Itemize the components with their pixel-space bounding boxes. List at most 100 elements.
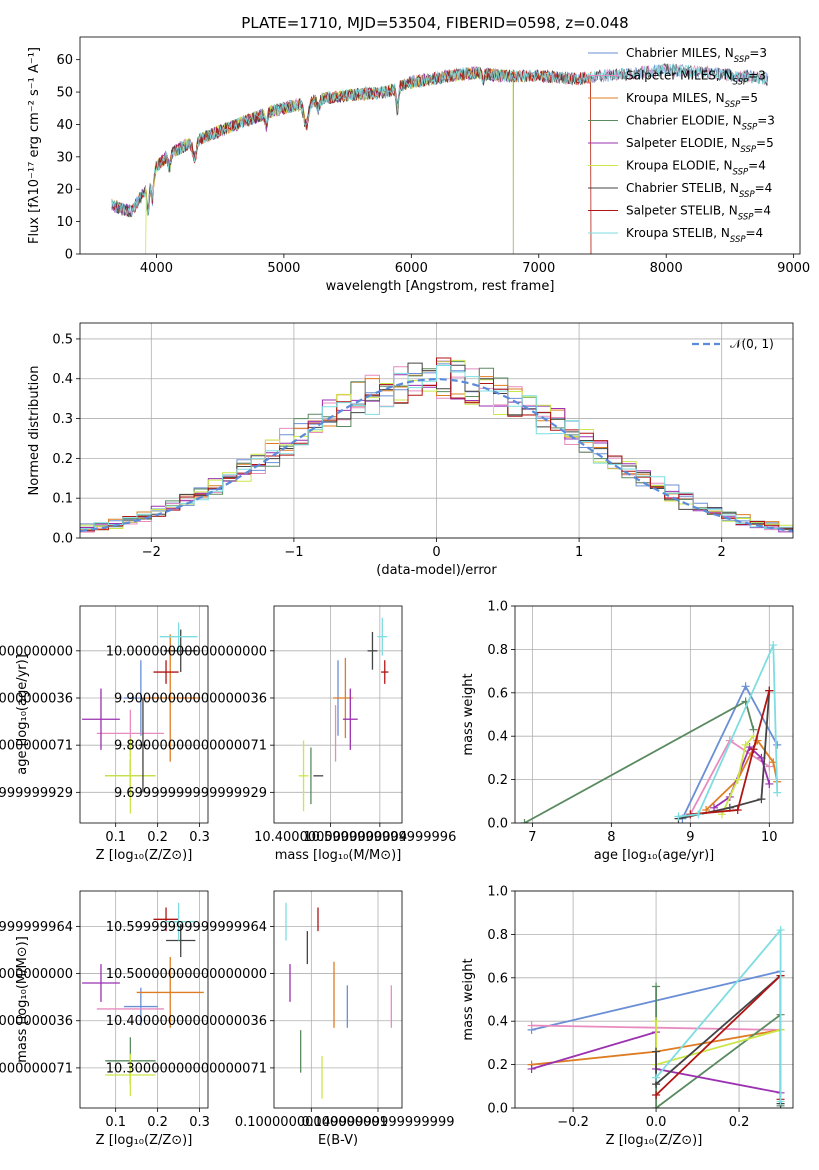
y-tick-label: 0.4 <box>487 730 508 745</box>
legend-subscript: SSP <box>730 235 746 245</box>
y-tick-label: 20 <box>56 183 73 198</box>
legend-count: =3 <box>749 46 767 60</box>
plot-area <box>82 902 204 1097</box>
x-axis-label: Z [log₁₀(Z/Z⊙)] <box>606 1133 703 1148</box>
data-point-marker <box>652 1090 661 1099</box>
x-tick-label: 9000 <box>777 261 810 276</box>
x-tick-label: 0.2 <box>729 1115 750 1130</box>
x-tick-label: 10.5999999999999996 <box>303 830 456 845</box>
y-tick-label: 1.0 <box>487 600 508 615</box>
data-point-marker <box>674 812 683 821</box>
plot-area <box>520 641 782 823</box>
data-point-marker <box>765 779 774 788</box>
data-point-marker <box>733 805 742 814</box>
axes-massweight_vs_age: 7 8 9 10 0.0 0.2 0.4 0.6 0.8 1.0 age [log₁₀(age/yr… <box>461 600 794 863</box>
y-tick-label: 0.2 <box>487 773 508 788</box>
legend-subscript: SSP <box>725 100 741 110</box>
data-point-marker <box>773 788 782 797</box>
y-axis-label: mass [log₁₀(M/M⊙)] <box>15 936 30 1063</box>
data-point-marker <box>776 1097 785 1106</box>
x-tick-label: 9 <box>686 830 694 845</box>
data-point-marker <box>741 740 750 749</box>
x-tick-label: 6000 <box>395 261 428 276</box>
y-tick-label: 10.40000000000000036 <box>106 1014 267 1029</box>
x-tick-label: 10.4000000000000004 <box>254 830 407 845</box>
x-tick-label: 8000 <box>650 261 683 276</box>
data-point-marker <box>773 740 782 749</box>
data-point-marker <box>765 762 774 771</box>
y-tick-label: 9.80000000000000071 <box>0 739 73 754</box>
y-tick-label: 0.2 <box>487 1058 508 1073</box>
y-tick-label: 40 <box>56 118 73 133</box>
series-line-kroupa-stelib <box>678 644 779 818</box>
axes-frame <box>514 605 794 824</box>
legend-count: =4 <box>753 204 771 218</box>
x-tick-label: −0.2 <box>557 1115 589 1130</box>
x-tick-label: 0.2 <box>147 830 168 845</box>
x-axis-label: mass [log₁₀(M/M⊙)] <box>275 848 402 863</box>
x-tick-label: 0.1 <box>105 830 126 845</box>
y-axis-label: Flux [fλ10⁻¹⁷ erg cm⁻² s⁻¹ A⁻¹] <box>27 47 42 244</box>
data-point-marker <box>694 810 703 819</box>
x-tick-label: 7000 <box>522 261 555 276</box>
legend-label: 𝒩(0, 1) <box>730 337 774 351</box>
y-axis-label: mass weight <box>461 673 476 755</box>
axes-age_vs_Z: 0.1 0.2 0.3 9.69999999999999929 9.8000000000… <box>0 605 210 863</box>
x-tick-label: 0 <box>432 545 440 560</box>
x-tick-label: 1 <box>575 545 583 560</box>
y-tick-label: 10.30000000000000071 <box>0 1061 73 1076</box>
legend-subscript: SSP <box>742 123 758 133</box>
figure-title: PLATE=1710, MJD=53504, FIBERID=0598, z=0… <box>241 14 628 32</box>
y-tick-label: 9.69999999999999929 <box>0 786 73 801</box>
legend-count: =3 <box>757 114 775 128</box>
x-tick-label: 4000 <box>140 261 173 276</box>
axes-frame <box>273 605 403 824</box>
x-tick-label: 10 <box>761 830 778 845</box>
x-axis-label: E(B-V) <box>318 1133 358 1148</box>
x-axis-label: (data-model)/error <box>376 563 497 578</box>
y-tick-label: 1.0 <box>487 885 508 900</box>
y-axis-label: mass weight <box>461 958 476 1040</box>
data-point-marker <box>652 1047 661 1056</box>
x-tick-label: 7 <box>528 830 536 845</box>
axes-frame <box>273 890 403 1109</box>
legend-count: =4 <box>746 226 764 240</box>
y-tick-label: 9.69999999999999929 <box>114 786 267 801</box>
spectrum-drop <box>145 189 147 254</box>
legend-count: =4 <box>748 159 766 173</box>
series-line-salpeter-stelib <box>690 690 771 816</box>
axes-mass_vs_Z: 0.1 0.2 0.3 10.30000000000000071 10.40000000… <box>0 890 210 1148</box>
x-tick-label: 2 <box>718 545 726 560</box>
data-point-marker <box>769 641 778 650</box>
x-tick-label: 0.1 <box>105 1115 126 1130</box>
legend-subscript: SSP <box>739 190 755 200</box>
y-tick-label: 10.40000000000000036 <box>0 1014 73 1029</box>
y-tick-label: 60 <box>56 53 73 68</box>
series-line-kroupa-elodie <box>721 735 755 815</box>
x-tick-label: 0.3 <box>189 830 210 845</box>
data-point-marker <box>652 1073 661 1082</box>
y-tick-label: 0.4 <box>487 1015 508 1030</box>
legend-subscript: SSP <box>740 145 756 155</box>
axes-frame <box>79 605 209 824</box>
y-axis-label: age [log₁₀(age/yr)] <box>15 654 30 775</box>
legend-count: =5 <box>740 91 758 105</box>
plot-area <box>298 617 389 812</box>
x-axis-label: wavelength [Angstrom, rest frame] <box>326 279 555 294</box>
y-tick-label: 30 <box>56 150 73 165</box>
axes-frame <box>79 890 209 1109</box>
normal-curve <box>80 378 793 533</box>
x-tick-label: −2 <box>142 545 161 560</box>
data-point-marker <box>749 745 758 754</box>
data-point-marker <box>652 1104 661 1108</box>
x-tick-label: 0.0 <box>646 1115 667 1130</box>
spectrum-line-kroupa-stelib <box>111 62 769 216</box>
x-tick-label: 5000 <box>267 261 300 276</box>
data-point-marker <box>757 795 766 804</box>
y-tick-label: 10.00000000000000000 <box>0 644 73 659</box>
y-tick-label: 50 <box>56 86 73 101</box>
y-tick-label: 0.4 <box>52 372 73 387</box>
y-tick-label: 0.8 <box>487 928 508 943</box>
